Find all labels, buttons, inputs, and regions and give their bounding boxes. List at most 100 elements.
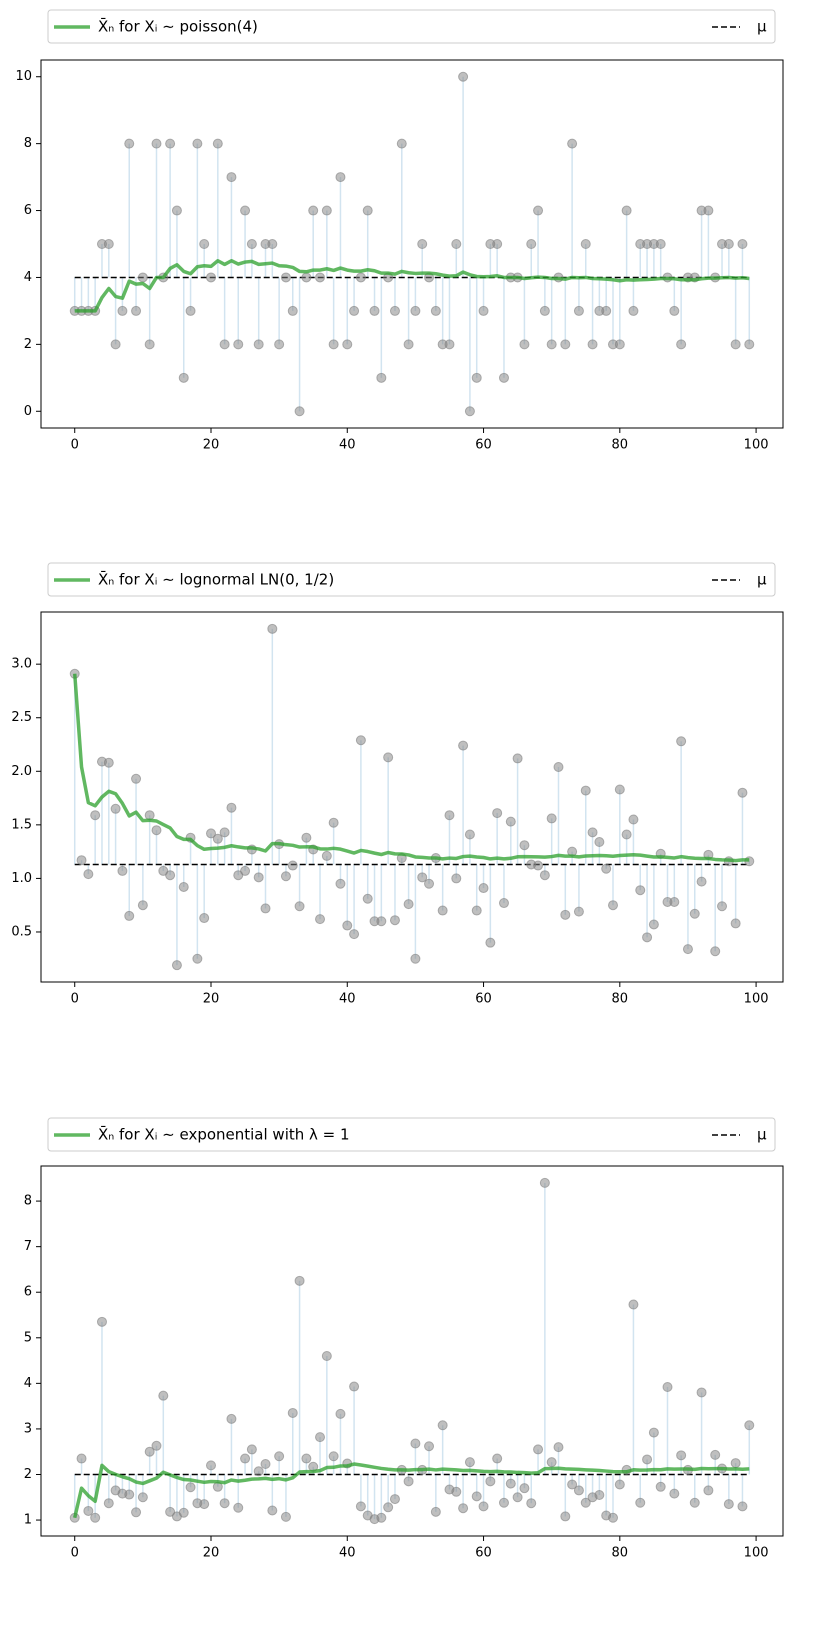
sample-point [403, 339, 414, 350]
sample-point [328, 817, 339, 828]
sample-point [539, 1177, 550, 1188]
sample-point [608, 1512, 619, 1523]
sample-point [110, 339, 121, 350]
sample-point [226, 172, 237, 183]
y-tick-label: 1.0 [11, 871, 32, 886]
sample-point [533, 1444, 544, 1455]
y-tick-label: 3.0 [11, 657, 32, 672]
sample-point [212, 833, 223, 844]
sample-point [403, 899, 414, 910]
x-tick-label: 60 [475, 1546, 492, 1561]
sample-point [117, 305, 128, 316]
sample-point [676, 1450, 687, 1461]
sample-point [171, 205, 182, 216]
sample-point [376, 916, 387, 927]
sample-point [233, 339, 244, 350]
sample-point [321, 205, 332, 216]
sample-point [219, 339, 230, 350]
sample-point [505, 1478, 516, 1489]
sample-point [355, 735, 366, 746]
y-tick-label: 1.5 [11, 817, 32, 832]
sample-point [560, 1511, 571, 1522]
sample-point [151, 138, 162, 149]
sample-point [246, 1444, 257, 1455]
sample-point [389, 305, 400, 316]
sample-point [519, 339, 530, 350]
sample-point [178, 1507, 189, 1518]
sample-point [628, 305, 639, 316]
x-tick-label: 80 [612, 1546, 629, 1561]
sample-point [573, 305, 584, 316]
sample-point [444, 810, 455, 821]
sample-point [498, 898, 509, 909]
sample-point [96, 1316, 107, 1327]
sample-point [458, 1503, 469, 1514]
sample-point [478, 1501, 489, 1512]
sample-point [642, 1454, 653, 1465]
sample-point [519, 840, 530, 851]
sample-point [580, 785, 591, 796]
sample-point [280, 272, 291, 283]
sample-point [635, 885, 646, 896]
sample-point [137, 272, 148, 283]
legend-label: X̄ₙ for Xᵢ ∼ exponential with λ = 1 [98, 1125, 350, 1144]
y-tick-label: 0 [24, 404, 32, 419]
legend-label: X̄ₙ for Xᵢ ∼ lognormal LN(0, 1/2) [98, 570, 334, 589]
sample-point [519, 1483, 530, 1494]
sample-point [444, 339, 455, 350]
y-tick-label: 0.5 [11, 924, 32, 939]
sample-point [451, 873, 462, 884]
running-mean-line [72, 673, 750, 863]
y-tick-label: 7 [24, 1239, 32, 1254]
x-tick-label: 20 [203, 1546, 220, 1561]
sample-point [614, 339, 625, 350]
sample-point [185, 305, 196, 316]
sample-point [621, 205, 632, 216]
sample-point [362, 893, 373, 904]
sample-point [464, 829, 475, 840]
sample-point [165, 138, 176, 149]
sample-point [301, 832, 312, 843]
panel: 0 20 40 60 80 100 0 2 4 6 8 10 X̄ₙ for Xᵢ ∼ poisson(… [15, 9, 784, 453]
sample-point [199, 913, 210, 924]
sample-point [83, 1505, 94, 1516]
sample-point [512, 1492, 523, 1503]
y-tick-label: 4 [24, 1376, 32, 1391]
sample-point [669, 305, 680, 316]
x-tick-label: 60 [475, 438, 492, 453]
x-tick-label: 0 [71, 992, 79, 1007]
sample-point [737, 787, 748, 798]
y-tick-label: 6 [24, 203, 32, 218]
sample-point [315, 914, 326, 925]
sample-point [533, 205, 544, 216]
legend-box [47, 1117, 776, 1152]
sample-point [710, 1449, 721, 1460]
sample-point [124, 1489, 135, 1500]
sample-point [219, 827, 230, 838]
sample-point [594, 836, 605, 847]
sample-point [485, 937, 496, 948]
sample-point [458, 740, 469, 751]
sample-point [430, 305, 441, 316]
x-tick-label: 40 [339, 438, 356, 453]
legend-box [47, 9, 776, 44]
sample-point [696, 876, 707, 887]
sample-point [76, 1453, 87, 1464]
sample-point [526, 239, 537, 249]
legend-box [47, 562, 776, 597]
sample-point [546, 813, 557, 824]
sample-point [233, 1502, 244, 1513]
sample-point [165, 1506, 176, 1517]
sample-point [335, 878, 346, 889]
panel: 0 20 40 60 80 100 0.5 1.0 1.5 2.0 2.5 3.0 X̄ₙ for Xᵢ… [11, 562, 784, 1007]
sample-point [171, 960, 182, 971]
sample-point [267, 239, 278, 249]
sample-point [498, 372, 509, 383]
y-tick-label: 2.0 [11, 764, 32, 779]
legend-label: μ [757, 18, 767, 36]
sample-point [185, 1482, 196, 1493]
sample-point [396, 138, 407, 149]
sample-point [573, 1485, 584, 1496]
sample-point [628, 1299, 639, 1310]
sample-point [403, 1476, 414, 1487]
